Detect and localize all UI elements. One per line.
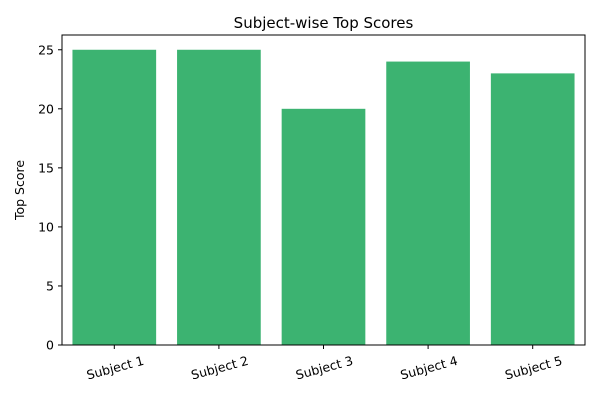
y-tick-label: 0 bbox=[46, 338, 54, 353]
bar-2 bbox=[177, 49, 261, 346]
x-tick-label: Subject 5 bbox=[503, 353, 564, 383]
bar-5 bbox=[490, 73, 575, 345]
bar-3 bbox=[281, 108, 366, 345]
y-tick-label: 15 bbox=[38, 160, 54, 175]
x-ticks-layer: Subject 1 Subject 2 Subject 3 Subject 4 Subj… bbox=[85, 345, 564, 382]
x-tick-label: Subject 1 bbox=[85, 353, 146, 383]
bar-1 bbox=[72, 49, 157, 346]
x-tick-label: Subject 4 bbox=[399, 353, 460, 383]
y-axis-label: Top Score bbox=[12, 160, 27, 221]
y-tick-label: 5 bbox=[46, 278, 54, 293]
bars-layer bbox=[72, 49, 575, 346]
x-tick-label: Subject 2 bbox=[189, 353, 250, 383]
y-tick-label: 20 bbox=[38, 101, 54, 116]
y-ticks-layer: 0 5 10 15 20 25 bbox=[38, 42, 62, 353]
bar-4 bbox=[386, 61, 470, 345]
chart-title: Subject-wise Top Scores bbox=[234, 14, 414, 32]
y-tick-label: 10 bbox=[38, 219, 54, 234]
x-tick-label: Subject 3 bbox=[294, 353, 355, 383]
y-tick-label: 25 bbox=[38, 42, 54, 57]
